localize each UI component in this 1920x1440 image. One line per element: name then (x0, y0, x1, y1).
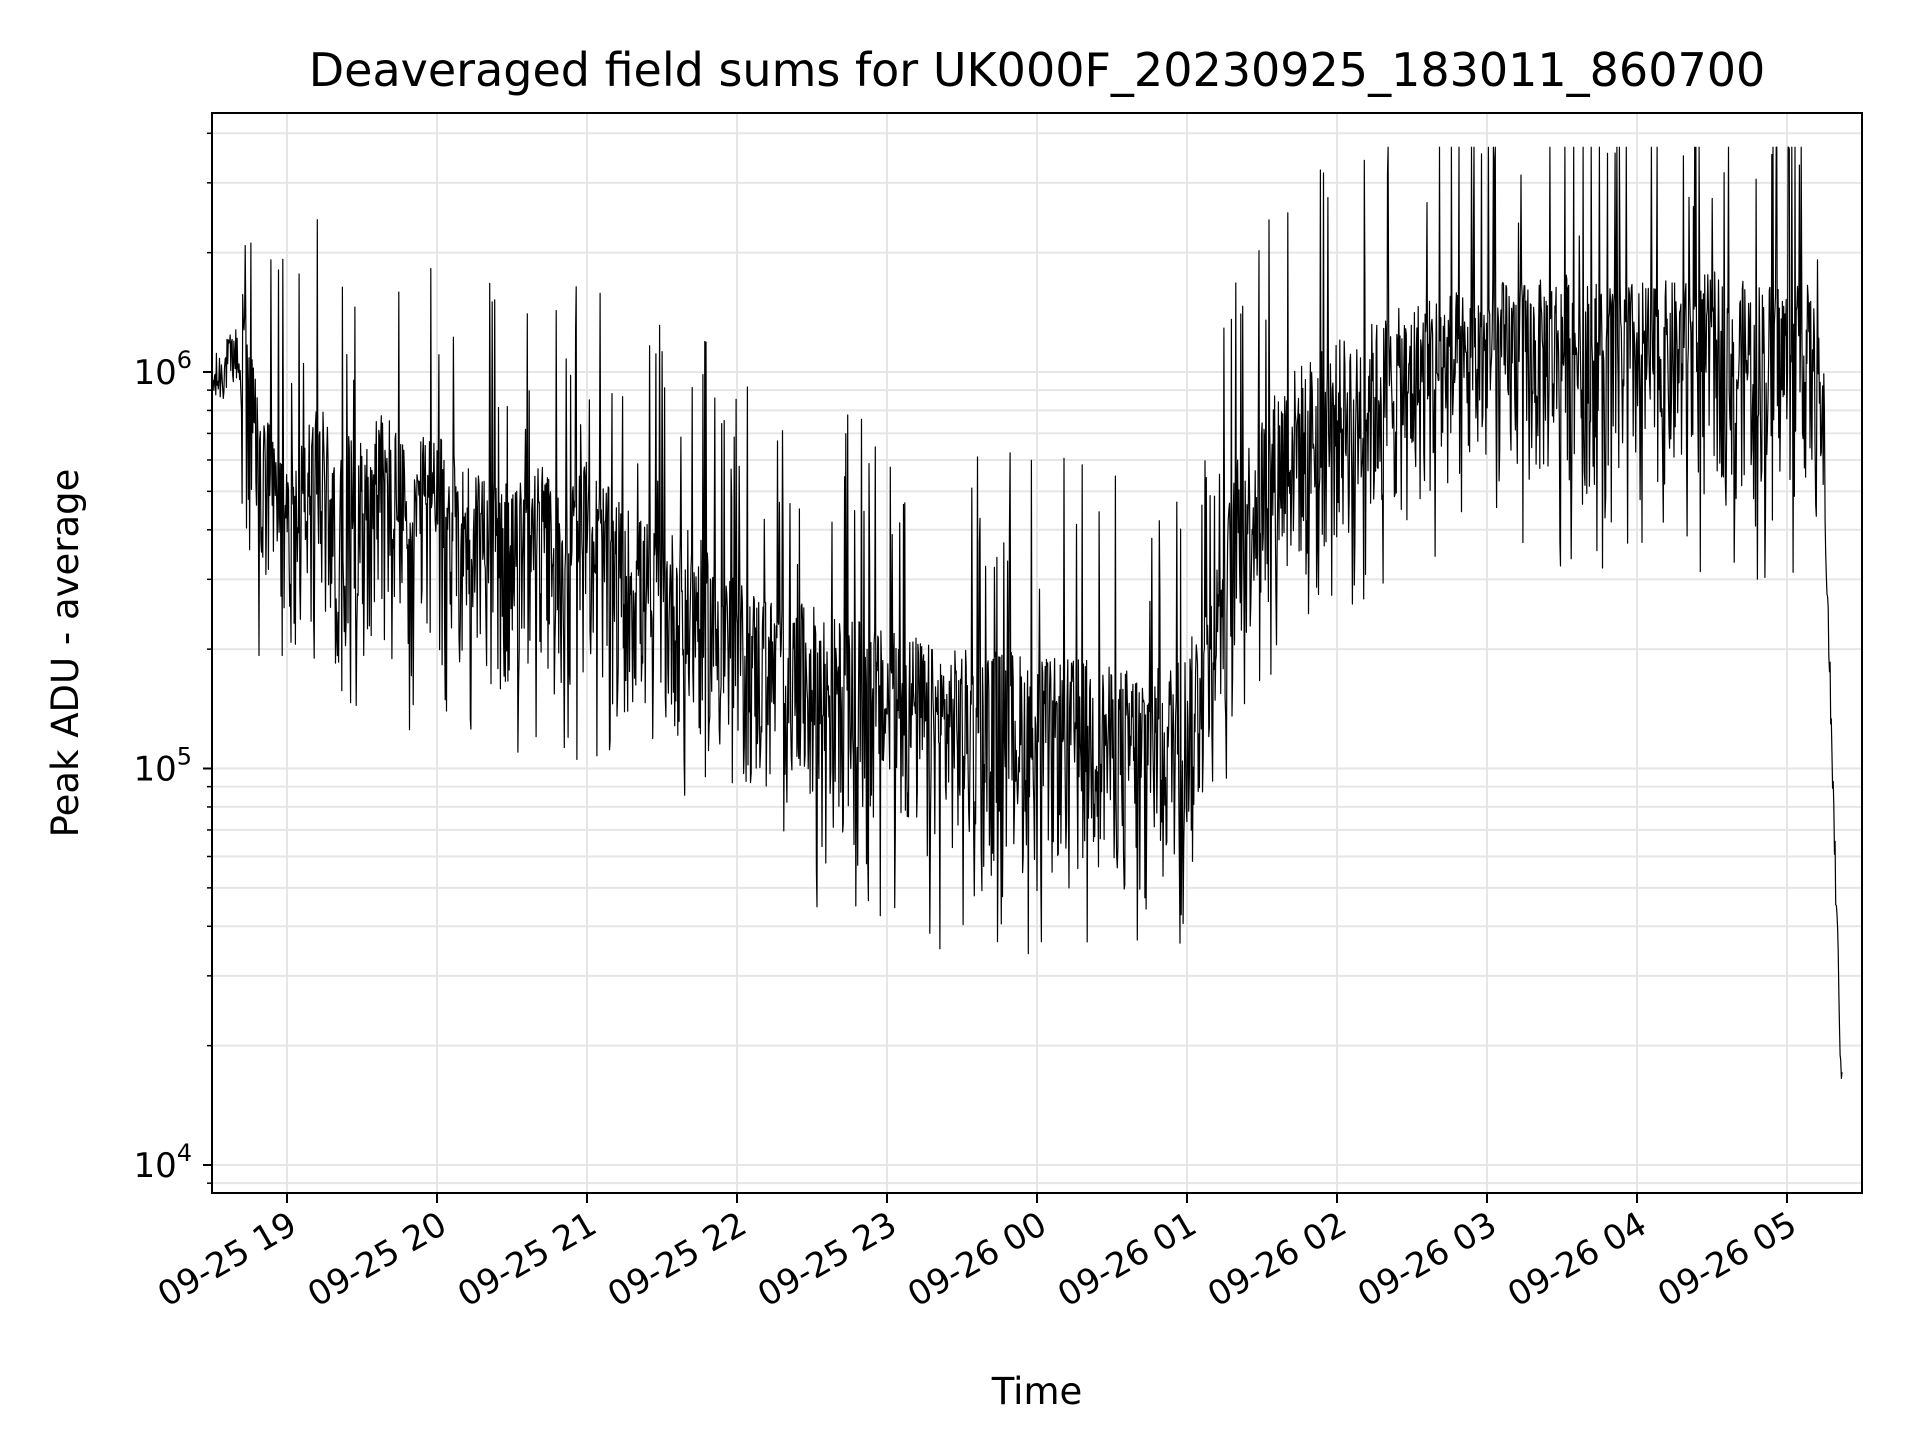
chart-title: Deaveraged field sums for UK000F_2023092… (309, 43, 1766, 97)
y-tick-exponent: 6 (177, 346, 192, 374)
y-tick-exponent: 5 (177, 743, 192, 771)
series-layer (212, 146, 1843, 1079)
y-tick-label: 105 (133, 743, 192, 790)
x-axis-title: Time (991, 1370, 1083, 1413)
y-tick-label: 104 (133, 1139, 192, 1186)
y-tick-exponent: 4 (177, 1139, 192, 1167)
y-tick-base: 10 (133, 1146, 176, 1186)
y-tick-base: 10 (133, 353, 176, 393)
y-axis-title: Peak ADU - average (44, 469, 87, 838)
series-line (212, 146, 1843, 1079)
y-tick-label: 106 (133, 346, 192, 393)
y-tick-base: 10 (133, 750, 176, 790)
